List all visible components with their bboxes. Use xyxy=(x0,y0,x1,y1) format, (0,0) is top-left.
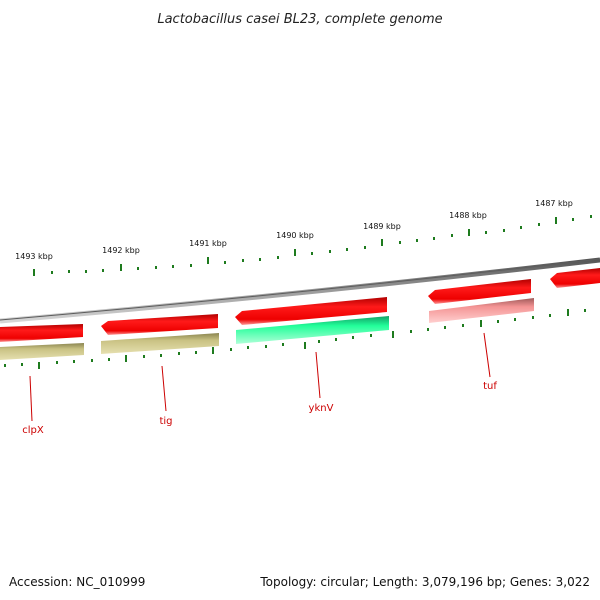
genome-summary-text: Topology: circular; Length: 3,079,196 bp… xyxy=(260,575,590,589)
gene-arrow xyxy=(428,279,531,304)
genome-backbone xyxy=(0,257,600,324)
scale-label: 1489 kbp xyxy=(363,222,401,231)
gene-arrow xyxy=(235,297,387,325)
gene-label-yknv: yknV xyxy=(309,403,334,414)
gene-arrow xyxy=(101,314,218,335)
inner-ticks xyxy=(4,309,586,369)
inner-strand-genes xyxy=(0,298,534,360)
scale-label: 1493 kbp xyxy=(15,252,53,261)
scale-label: 1488 kbp xyxy=(449,211,487,220)
gene-label-clpx: clpX xyxy=(22,425,44,436)
gene-labels: clpX tig yknV tuf xyxy=(22,381,497,436)
map-title: Lactobacillus casei BL23, complete genom… xyxy=(157,12,442,27)
scale-labels: 1493 kbp 1492 kbp 1491 kbp 1490 kbp 1489… xyxy=(15,199,573,261)
gene-label-tuf: tuf xyxy=(483,381,497,392)
gene-arrow xyxy=(101,333,219,354)
gene-arrow xyxy=(0,343,84,360)
scale-label: 1491 kbp xyxy=(189,239,227,248)
scale-label: 1487 kbp xyxy=(535,199,573,208)
forward-strand-genes xyxy=(0,268,600,342)
gene-arrow xyxy=(236,316,389,344)
gene-arrow xyxy=(0,324,83,342)
outer-ticks xyxy=(33,215,592,276)
scale-label: 1490 kbp xyxy=(276,231,314,240)
gene-leaders xyxy=(29,332,491,422)
accession-text: Accession: NC_010999 xyxy=(9,575,146,589)
gene-arrow xyxy=(429,298,534,323)
gene-arrow xyxy=(550,268,600,288)
scale-label: 1492 kbp xyxy=(102,246,140,255)
gene-label-tig: tig xyxy=(159,416,172,427)
